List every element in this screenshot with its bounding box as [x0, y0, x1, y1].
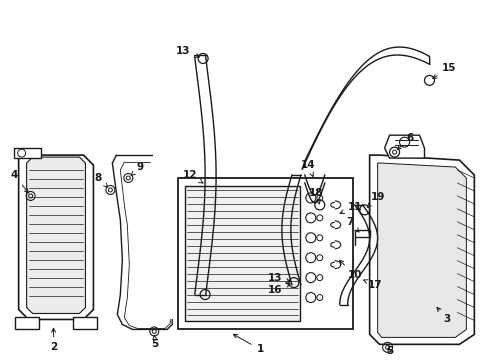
- Text: 3: 3: [436, 307, 450, 324]
- Text: 5: 5: [385, 346, 392, 356]
- Text: 19: 19: [366, 192, 384, 207]
- Text: 9: 9: [131, 162, 143, 175]
- Text: 8: 8: [95, 173, 107, 187]
- Text: 18: 18: [308, 188, 323, 204]
- Text: 4: 4: [11, 170, 28, 193]
- Text: 7: 7: [346, 217, 358, 232]
- Polygon shape: [369, 155, 473, 345]
- Text: 2: 2: [50, 328, 57, 352]
- Polygon shape: [185, 186, 299, 321]
- Text: 14: 14: [300, 160, 314, 176]
- Polygon shape: [19, 155, 93, 319]
- Polygon shape: [15, 318, 39, 329]
- Polygon shape: [384, 135, 424, 158]
- Text: 11: 11: [340, 202, 361, 213]
- Polygon shape: [73, 318, 97, 329]
- Text: 10: 10: [339, 260, 361, 280]
- Text: 5: 5: [151, 336, 159, 349]
- Text: 13: 13: [267, 273, 289, 283]
- Polygon shape: [377, 163, 466, 337]
- Text: 6: 6: [397, 133, 412, 149]
- Text: 12: 12: [183, 170, 203, 183]
- Text: 1: 1: [233, 334, 263, 354]
- Text: 15: 15: [432, 63, 456, 78]
- Text: 13: 13: [176, 45, 199, 57]
- Polygon shape: [26, 157, 85, 314]
- Text: 17: 17: [363, 280, 381, 289]
- Text: 16: 16: [267, 283, 290, 294]
- Polygon shape: [178, 178, 352, 329]
- Polygon shape: [14, 148, 41, 158]
